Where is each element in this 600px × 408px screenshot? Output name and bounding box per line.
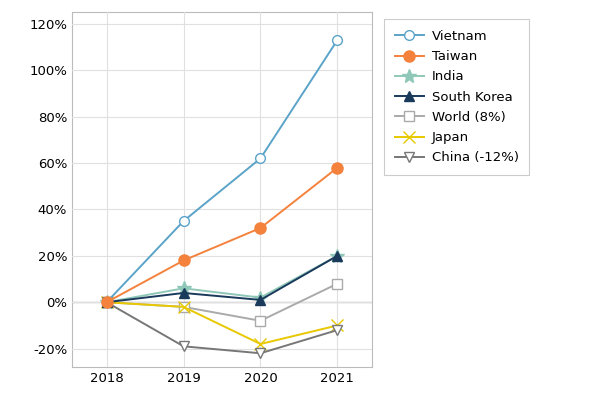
Vietnam [103,300,110,305]
Line: Taiwan: Taiwan [101,162,343,308]
Vietnam [257,156,264,161]
South Korea [103,300,110,305]
World (8%) [257,318,264,323]
Japan [257,341,264,346]
South Korea [180,290,187,295]
South Korea [334,253,341,258]
India [334,253,341,258]
Vietnam [180,219,187,224]
Japan [103,300,110,305]
India [180,286,187,291]
Line: Vietnam: Vietnam [102,35,342,307]
Line: South Korea: South Korea [102,251,342,307]
World (8%) [180,304,187,309]
Line: World (8%): World (8%) [102,279,342,326]
Japan [334,323,341,328]
Taiwan [180,258,187,263]
World (8%) [103,300,110,305]
World (8%) [334,281,341,286]
Japan [180,304,187,309]
Line: India: India [100,249,344,309]
China (-12%) [103,300,110,305]
Legend: Vietnam, Taiwan, India, South Korea, World (8%), Japan, China (-12%): Vietnam, Taiwan, India, South Korea, Wor… [384,19,529,175]
China (-12%) [257,351,264,356]
Taiwan [334,165,341,170]
South Korea [257,297,264,302]
India [257,295,264,300]
India [103,300,110,305]
Line: Japan: Japan [101,297,343,350]
Taiwan [257,226,264,231]
China (-12%) [180,344,187,349]
China (-12%) [334,328,341,333]
Line: China (-12%): China (-12%) [102,297,342,358]
Vietnam [334,38,341,42]
Taiwan [103,300,110,305]
